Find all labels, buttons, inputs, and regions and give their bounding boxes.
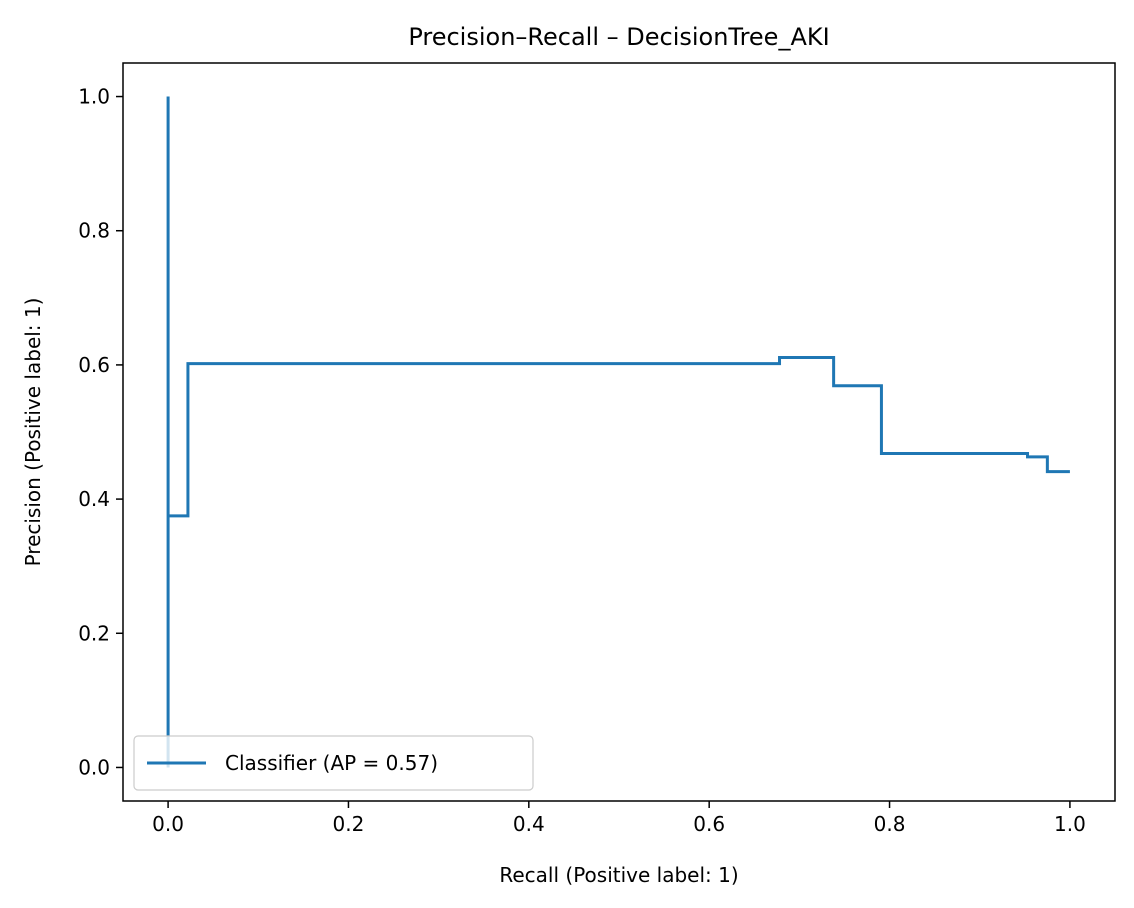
x-tick-label: 0.6 [693, 812, 725, 836]
y-tick-label: 0.0 [78, 755, 110, 779]
plot-frame [122, 62, 1116, 802]
series-line-0 [166, 96, 1070, 768]
y-tick-label: 0.4 [78, 487, 110, 511]
plot-area [122, 62, 1116, 802]
x-tick-label: 0.2 [333, 812, 365, 836]
y-axis-label: Precision (Positive label: 1) [21, 298, 45, 567]
series-layer [166, 96, 1070, 768]
x-tick-label: 0.8 [874, 812, 906, 836]
x-tick-label: 0.4 [513, 812, 545, 836]
y-tick-label: 0.2 [78, 621, 110, 645]
y-tick-label: 1.0 [78, 85, 110, 109]
y-tick-label: 0.6 [78, 353, 110, 377]
x-tick-label: 0.0 [152, 812, 184, 836]
x-axis-label: Recall (Positive label: 1) [499, 863, 738, 887]
legend: Classifier (AP = 0.57) [133, 735, 534, 791]
y-tick-label: 0.8 [78, 219, 110, 243]
x-axis-ticks: 0.0 0.2 0.4 0.6 0.8 1.0 [152, 801, 1086, 836]
legend-box [133, 735, 534, 791]
chart-title: Precision–Recall – DecisionTree_AKI [408, 23, 829, 51]
y-axis-ticks: 0.0 0.2 0.4 0.6 0.8 1.0 [78, 85, 123, 779]
legend-label: Classifier (AP = 0.57) [225, 751, 438, 775]
x-tick-label: 1.0 [1054, 812, 1086, 836]
